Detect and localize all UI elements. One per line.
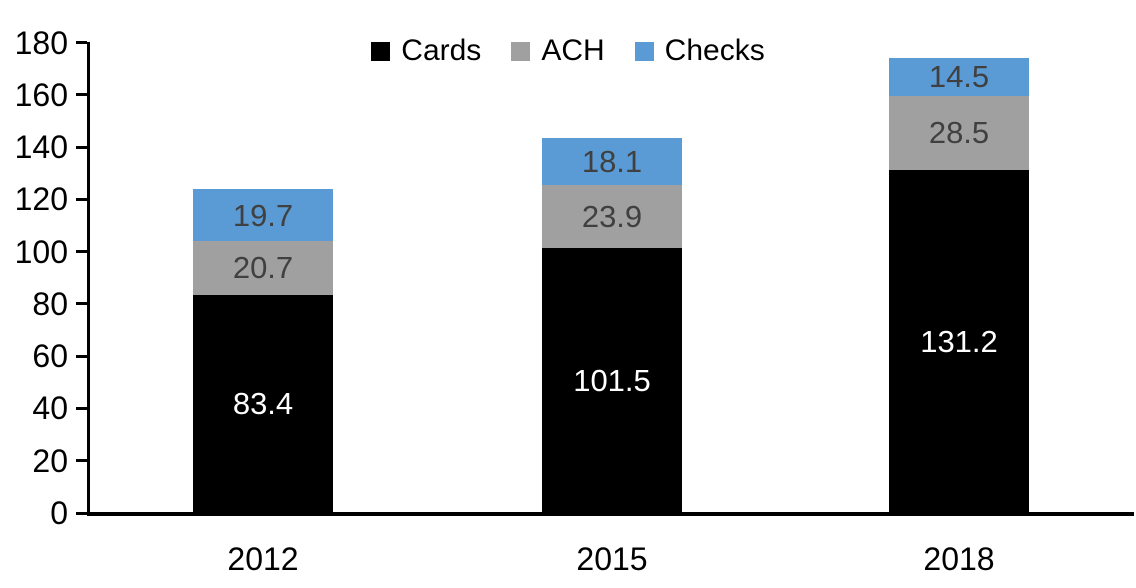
x-axis-label-2015: 2015: [576, 541, 648, 577]
legend-swatch-icon: [634, 41, 654, 61]
data-label: 18.1: [581, 144, 643, 180]
legend-item-ach: ACH: [511, 34, 605, 68]
y-axis-tick-label: 120: [14, 181, 68, 218]
chart-legend: Cards ACH Checks: [0, 31, 1136, 71]
y-axis-tick: [76, 197, 87, 201]
y-axis-tick-label: 140: [14, 129, 68, 166]
y-axis-tick-label: 80: [32, 285, 68, 322]
data-label: 23.9: [581, 198, 643, 234]
bar-segment-cards-2018: 131.2: [889, 170, 1029, 513]
y-axis-tick: [76, 354, 87, 358]
bar-segment-cards-2015: 101.5: [542, 247, 682, 513]
y-axis-tick: [76, 406, 87, 410]
bar-segment-checks-2012: 19.7: [193, 189, 333, 241]
y-axis-tick: [76, 145, 87, 149]
bar-segment-ach-2015: 23.9: [542, 185, 682, 248]
legend-item-checks: Checks: [634, 34, 765, 68]
bar-segment-ach-2018: 28.5: [889, 95, 1029, 171]
y-axis-tick: [76, 93, 87, 97]
data-label: 19.7: [232, 197, 294, 233]
data-label: 14.5: [928, 59, 990, 95]
y-axis-tick-label: 160: [14, 76, 68, 113]
data-label: 131.2: [920, 324, 998, 360]
data-label: 20.7: [232, 250, 294, 286]
bar-segment-cards-2012: 83.4: [193, 295, 333, 513]
y-axis-tick: [76, 41, 87, 44]
x-axis-line: [87, 512, 1134, 516]
bar-segment-ach-2012: 20.7: [193, 240, 333, 295]
y-axis-tick-label: 100: [14, 233, 68, 270]
y-axis-line: [87, 42, 90, 516]
y-axis-tick: [76, 511, 87, 515]
legend-label: Checks: [664, 34, 765, 67]
y-axis-tick-label: 180: [14, 24, 68, 61]
x-axis-label-2012: 2012: [227, 541, 299, 577]
legend-swatch-icon: [511, 41, 531, 61]
x-axis-label-2018: 2018: [923, 541, 995, 577]
y-axis-tick: [76, 250, 87, 254]
y-axis-tick: [76, 302, 87, 306]
legend-item-cards: Cards: [371, 34, 481, 68]
y-axis-tick-label: 40: [32, 390, 68, 427]
data-label: 101.5: [573, 362, 651, 398]
y-axis-tick-label: 20: [32, 442, 68, 479]
y-axis-tick-label: 60: [32, 338, 68, 375]
legend-swatch-icon: [371, 41, 391, 61]
legend-label: ACH: [541, 34, 605, 67]
bar-segment-checks-2015: 18.1: [542, 137, 682, 186]
y-axis-tick-label: 0: [50, 495, 68, 531]
data-label: 28.5: [928, 115, 990, 151]
data-label: 83.4: [232, 386, 294, 422]
y-axis-tick: [76, 459, 87, 463]
legend-label: Cards: [401, 34, 482, 67]
bar-segment-checks-2018: 14.5: [889, 57, 1029, 96]
